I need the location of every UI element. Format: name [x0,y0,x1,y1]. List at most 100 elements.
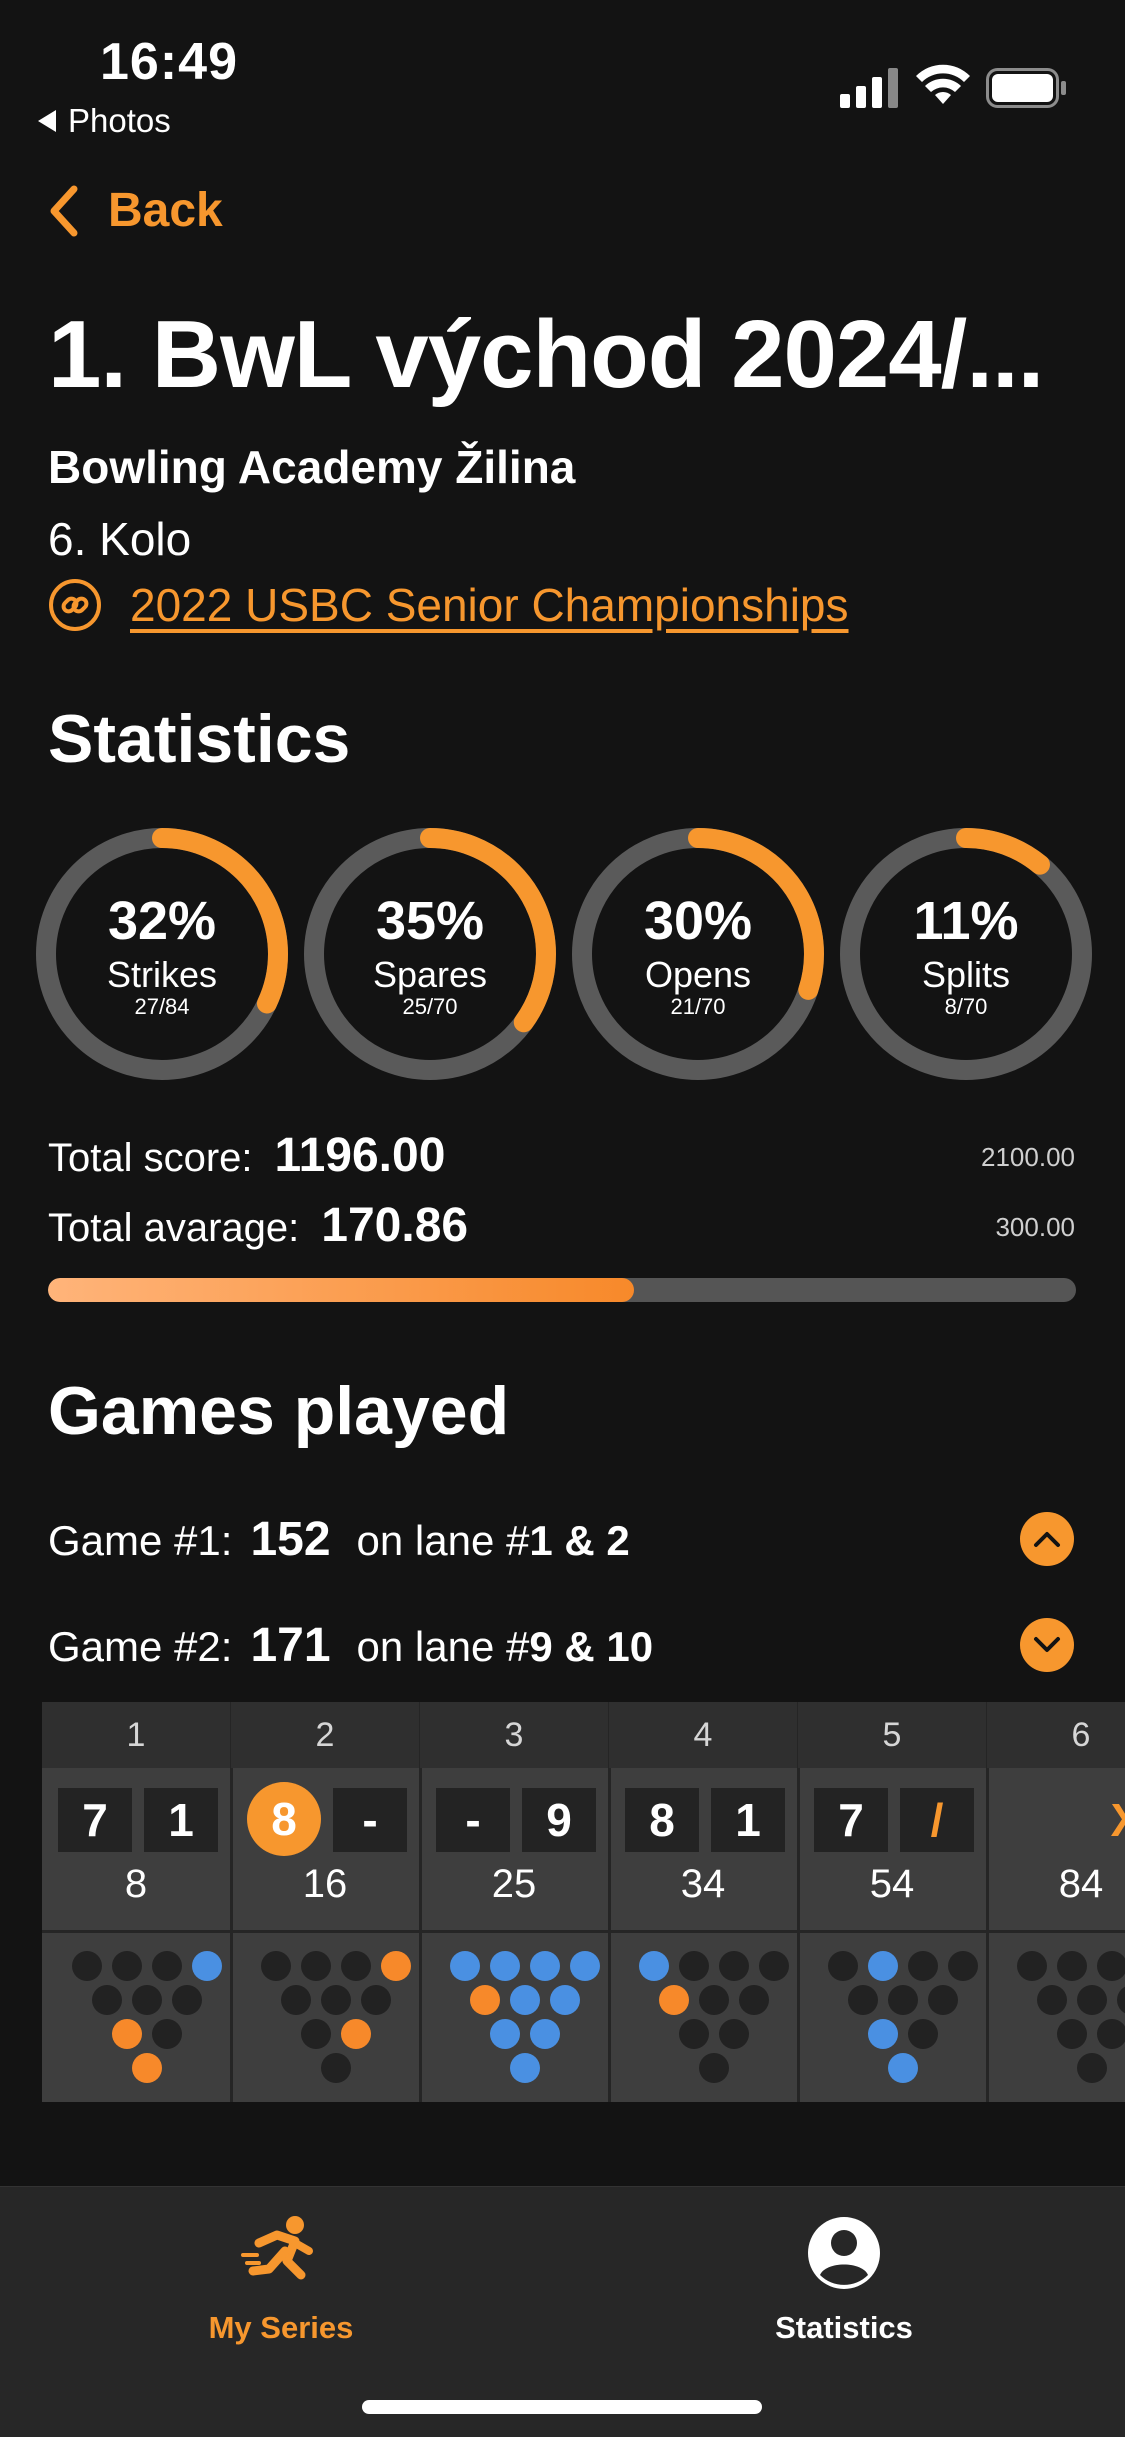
pin-2 [112,1951,142,1981]
pin-9 [530,2019,560,2049]
pin-9 [719,2019,749,2049]
spares-label: Spares [372,954,488,995]
game-1-lane-prefix: on lane # [356,1517,530,1564]
spares-ring-arc [304,828,556,1080]
pin-6 [132,1985,162,2015]
pin-diagram [798,1930,986,2102]
tab-my-series[interactable]: My Series [131,2213,431,2346]
game-row-2[interactable]: Game #2: 171 on lane #9 & 10 [48,1618,653,1673]
pin-7 [550,1985,580,2015]
statistics-heading: Statistics [48,701,351,777]
pin-7 [928,1985,958,2015]
pin-6 [321,1985,351,2015]
pin-1 [1017,1951,1047,1981]
average-progress-bar [48,1278,1076,1302]
frame-number: 4 [609,1702,797,1768]
cellular-signal-icon [840,68,898,108]
splits-ring-arc [840,828,1092,1080]
pin-6 [510,1985,540,2015]
game-2-score: 171 [250,1619,331,1672]
ball-1-split: 8 [247,1782,321,1856]
tournament-link[interactable]: 2022 USBC Senior Championships [48,578,849,632]
frame-2[interactable]: 2 8 - 16 [231,1702,422,2102]
strikes-count: 27/84 [134,994,190,1019]
frame-6[interactable]: 6 X 84 [987,1702,1125,2102]
total-score-label: Total score: [48,1136,253,1180]
pin-10 [888,2053,918,2083]
pin-5 [92,1985,122,2015]
frame-3[interactable]: 3 - 9 25 [420,1702,611,2102]
pin-diagram [420,1930,608,2102]
battery-icon [986,68,1066,108]
total-score-max: 2100.00 [981,1142,1075,1172]
opens-count: 21/70 [670,994,726,1019]
pin-4 [570,1951,600,1981]
pin-4 [759,1951,789,1981]
ball-strike: X [1089,1788,1125,1852]
pin-3 [152,1951,182,1981]
pin-9 [908,2019,938,2049]
game-1-toggle-button[interactable] [1020,1512,1074,1566]
pin-3 [1097,1951,1125,1981]
game-row-1[interactable]: Game #1: 152 on lane #1 & 2 [48,1512,630,1567]
frame-score: 8 [124,1862,148,1906]
game-2-label: Game #2: [48,1623,233,1670]
frame-5[interactable]: 5 7 / 54 [798,1702,989,2102]
game-2-toggle-button[interactable] [1020,1618,1074,1672]
ball-2: 1 [711,1788,785,1852]
frame-score: 16 [302,1862,348,1906]
status-time: 16:49 [100,33,238,91]
back-button[interactable]: Back [48,183,223,238]
strikes-percent: 32% [107,891,217,951]
tab-my-series-label: My Series [208,2310,354,2345]
ball-2: 1 [144,1788,218,1852]
pin-8 [1057,2019,1087,2049]
pin-5 [1037,1985,1067,2015]
frame-number: 1 [42,1702,230,1768]
pin-8 [868,2019,898,2049]
pin-10 [510,2053,540,2083]
game-2-lane: 9 & 10 [529,1623,654,1670]
back-to-photos-link[interactable]: Photos [38,102,171,140]
pin-7 [172,1985,202,2015]
wifi-icon [916,64,970,104]
games-heading: Games played [48,1373,510,1449]
ball-2-spare: / [900,1788,974,1852]
pin-1 [261,1951,291,1981]
opens-percent: 30% [643,891,753,951]
total-average-value: 170.86 [321,1199,469,1252]
frame-score: 54 [869,1862,915,1906]
game-1-lane: 1 & 2 [529,1517,630,1564]
pin-1 [450,1951,480,1981]
frame-4[interactable]: 4 8 1 34 [609,1702,800,2102]
pin-2 [679,1951,709,1981]
tab-statistics-label: Statistics [775,2310,913,2345]
link-icon [49,579,101,631]
pin-4 [381,1951,411,1981]
ball-2: 9 [522,1788,596,1852]
splits-ring: 11% Splits 8/70 [838,826,1094,1082]
pin-2 [301,1951,331,1981]
frame-1[interactable]: 1 7 1 8 [42,1702,233,2102]
total-score-row: Total score: 1196.00 [48,1128,445,1183]
pin-8 [301,2019,331,2049]
home-indicator [362,2400,762,2414]
pin-8 [490,2019,520,2049]
pin-2 [868,1951,898,1981]
frame-score: 84 [1058,1862,1104,1906]
score-sheet[interactable]: 1 7 1 8 2 8 - 16 3 - 9 25 4 8 1 34 5 7 /… [42,1702,1125,2102]
back-triangle-icon [38,110,56,132]
strikes-ring-arc [36,828,288,1080]
ball-2: - [333,1788,407,1852]
total-score-value: 1196.00 [274,1129,446,1182]
pin-7 [1117,1985,1125,2015]
pin-3 [719,1951,749,1981]
person-circle-icon [808,2217,880,2289]
pin-5 [281,1985,311,2015]
tab-bar: My Series Statistics [0,2186,1125,2437]
pin-diagram [987,1930,1125,2102]
tournament-link-label: 2022 USBC Senior Championships [130,579,849,631]
ball-1: 7 [58,1788,132,1852]
back-label: Back [108,184,223,237]
tab-statistics[interactable]: Statistics [694,2213,994,2346]
